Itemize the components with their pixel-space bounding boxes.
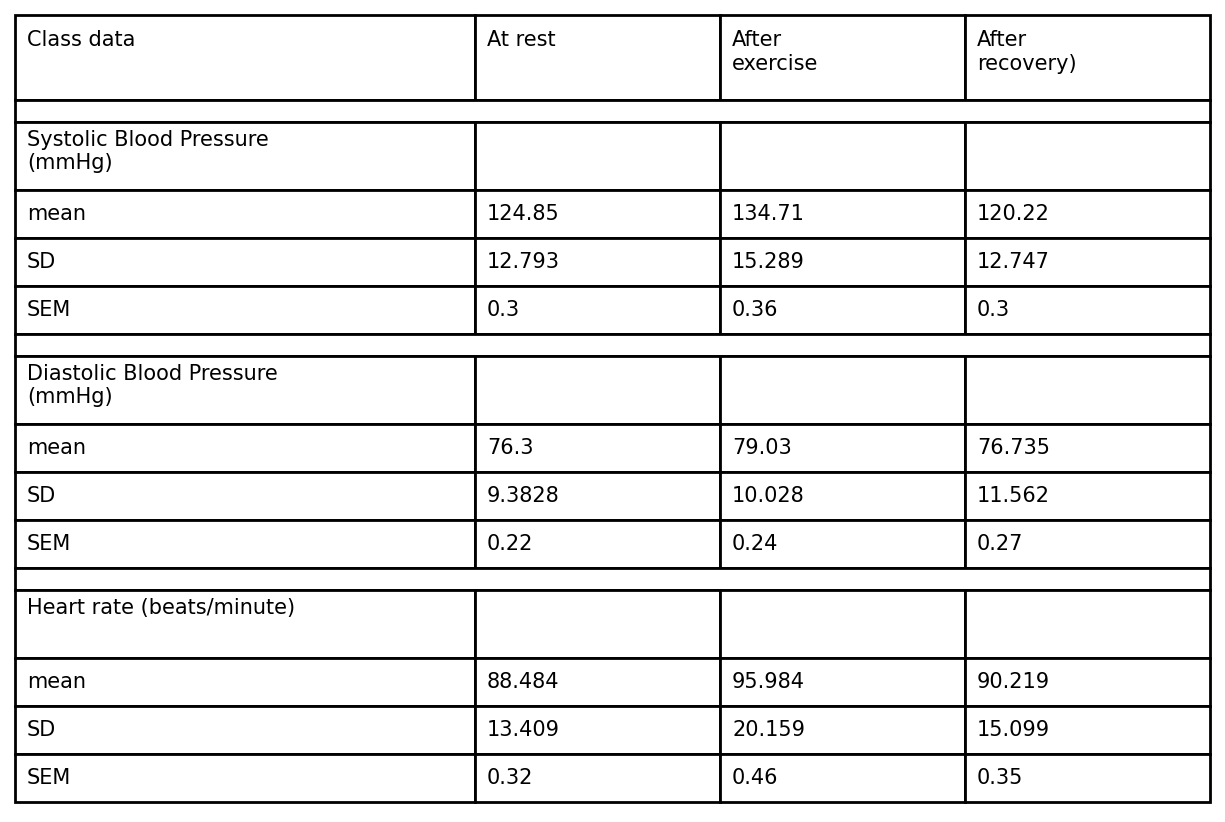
Text: At rest: At rest	[488, 30, 556, 50]
Text: 9.3828: 9.3828	[488, 486, 560, 506]
Bar	[965, 706, 1210, 754]
Bar	[720, 658, 965, 706]
Text: 0.27: 0.27	[978, 534, 1023, 554]
Bar	[475, 238, 720, 286]
Text: 15.099: 15.099	[978, 720, 1050, 740]
Bar	[15, 286, 475, 334]
Bar	[965, 424, 1210, 472]
Bar	[15, 356, 475, 424]
Text: 0.46: 0.46	[733, 768, 779, 788]
Text: SEM: SEM	[27, 768, 71, 788]
Bar	[965, 472, 1210, 520]
Bar	[720, 190, 965, 238]
Bar	[965, 15, 1210, 100]
Text: Heart rate (beats/minute): Heart rate (beats/minute)	[27, 598, 295, 618]
Bar	[720, 590, 965, 658]
Bar	[15, 754, 475, 802]
Text: After
exercise: After exercise	[733, 30, 818, 73]
Text: 79.03: 79.03	[733, 438, 791, 458]
Bar	[15, 122, 475, 190]
Text: Systolic Blood Pressure
(mmHg): Systolic Blood Pressure (mmHg)	[27, 130, 268, 173]
Bar	[15, 238, 475, 286]
Bar	[15, 424, 475, 472]
Bar	[15, 568, 1210, 590]
Text: Diastolic Blood Pressure
(mmHg): Diastolic Blood Pressure (mmHg)	[27, 364, 278, 408]
Bar	[965, 754, 1210, 802]
Bar	[720, 286, 965, 334]
Text: 12.747: 12.747	[978, 252, 1050, 272]
Bar	[475, 472, 720, 520]
Text: 76.735: 76.735	[978, 438, 1050, 458]
Text: 0.35: 0.35	[978, 768, 1023, 788]
Bar	[965, 356, 1210, 424]
Text: SD: SD	[27, 720, 56, 740]
Bar	[15, 190, 475, 238]
Bar	[475, 122, 720, 190]
Text: SD: SD	[27, 252, 56, 272]
Text: 95.984: 95.984	[733, 672, 805, 692]
Bar	[475, 590, 720, 658]
Bar	[475, 658, 720, 706]
Bar	[720, 238, 965, 286]
Bar	[965, 286, 1210, 334]
Text: 90.219: 90.219	[978, 672, 1050, 692]
Bar	[15, 334, 1210, 356]
Bar	[475, 190, 720, 238]
Bar	[720, 706, 965, 754]
Text: 15.289: 15.289	[733, 252, 805, 272]
Bar	[15, 15, 475, 100]
Bar	[475, 286, 720, 334]
Bar	[965, 238, 1210, 286]
Bar	[15, 472, 475, 520]
Bar	[475, 356, 720, 424]
Bar	[965, 190, 1210, 238]
Bar	[15, 658, 475, 706]
Bar	[15, 100, 1210, 122]
Text: 0.32: 0.32	[488, 768, 533, 788]
Text: SEM: SEM	[27, 534, 71, 554]
Text: 12.793: 12.793	[488, 252, 560, 272]
Text: SD: SD	[27, 486, 56, 506]
Text: 0.24: 0.24	[733, 534, 778, 554]
Text: 88.484: 88.484	[488, 672, 560, 692]
Text: 124.85: 124.85	[488, 204, 560, 224]
Bar	[15, 520, 475, 568]
Text: 13.409: 13.409	[488, 720, 560, 740]
Text: SEM: SEM	[27, 300, 71, 320]
Text: mean: mean	[27, 204, 86, 224]
Bar	[965, 658, 1210, 706]
Text: mean: mean	[27, 438, 86, 458]
Text: After
recovery): After recovery)	[978, 30, 1077, 73]
Bar	[720, 472, 965, 520]
Bar	[720, 754, 965, 802]
Bar	[720, 520, 965, 568]
Bar	[965, 122, 1210, 190]
Bar	[965, 590, 1210, 658]
Bar	[475, 520, 720, 568]
Text: mean: mean	[27, 672, 86, 692]
Bar	[965, 520, 1210, 568]
Bar	[720, 122, 965, 190]
Bar	[475, 15, 720, 100]
Text: Class data: Class data	[27, 30, 136, 50]
Text: 120.22: 120.22	[978, 204, 1050, 224]
Text: 10.028: 10.028	[733, 486, 805, 506]
Bar	[475, 706, 720, 754]
Bar	[475, 424, 720, 472]
Text: 20.159: 20.159	[733, 720, 805, 740]
Bar	[15, 590, 475, 658]
Text: 76.3: 76.3	[488, 438, 534, 458]
Text: 0.3: 0.3	[488, 300, 521, 320]
Bar	[475, 754, 720, 802]
Text: 0.3: 0.3	[978, 300, 1011, 320]
Bar	[720, 356, 965, 424]
Text: 0.22: 0.22	[488, 534, 533, 554]
Text: 0.36: 0.36	[733, 300, 779, 320]
Bar	[720, 424, 965, 472]
Text: 134.71: 134.71	[733, 204, 805, 224]
Text: 11.562: 11.562	[978, 486, 1050, 506]
Bar	[15, 706, 475, 754]
Bar	[720, 15, 965, 100]
